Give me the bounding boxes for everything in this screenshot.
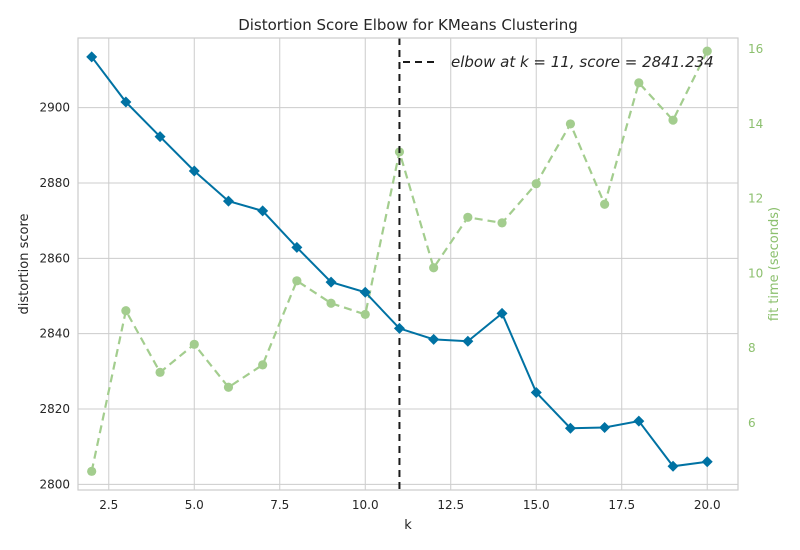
distortion-point xyxy=(257,205,269,217)
y2-axis-label: fit time (seconds) xyxy=(767,207,782,321)
fit-time-point xyxy=(497,218,507,228)
y2-tick-label: 14 xyxy=(748,117,763,131)
fit-time-point xyxy=(87,466,97,476)
y-axis-ticks: 2800 2820 2840 2860 2880 2900 xyxy=(39,101,70,492)
x-tick-label: 15.0 xyxy=(523,498,550,512)
y-tick-label: 2840 xyxy=(39,327,70,341)
fit-time-point xyxy=(155,367,165,377)
x-tick-label: 12.5 xyxy=(437,498,464,512)
fit-time-point xyxy=(292,276,302,286)
x-tick-label: 7.5 xyxy=(270,498,289,512)
fit-time-point xyxy=(668,115,678,125)
y2-tick-label: 8 xyxy=(748,341,756,355)
x-tick-label: 17.5 xyxy=(608,498,635,512)
fit-time-point xyxy=(429,263,439,273)
distortion-point xyxy=(564,422,576,434)
y-axis-label: distortion score xyxy=(17,214,32,315)
plot-background xyxy=(78,38,738,490)
distortion-point xyxy=(291,241,303,253)
x-axis-ticks: 2.5 5.0 7.5 10.0 12.5 15.0 17.5 20.0 xyxy=(99,498,720,512)
y2-tick-label: 12 xyxy=(748,192,763,206)
legend: elbow at k = 11, score = 2841.234 xyxy=(403,53,714,71)
fit-time-point xyxy=(702,46,712,56)
distortion-point xyxy=(393,322,405,334)
chart-title: Distortion Score Elbow for KMeans Cluste… xyxy=(238,16,578,34)
y-tick-label: 2880 xyxy=(39,176,70,190)
distortion-point xyxy=(154,131,166,143)
fit-time-point xyxy=(258,360,268,370)
grid-lines xyxy=(78,38,738,490)
x-axis-label: k xyxy=(404,518,412,533)
fit-time-point xyxy=(223,382,234,392)
fit-time-point xyxy=(531,179,541,189)
distortion-series xyxy=(86,51,713,472)
plot-frame xyxy=(77,37,739,491)
fit-time-point xyxy=(463,212,473,222)
distortion-point xyxy=(599,421,611,433)
fit-time-point xyxy=(360,309,370,320)
y2-tick-label: 10 xyxy=(748,266,763,280)
fit-time-point xyxy=(565,119,576,129)
distortion-point xyxy=(462,335,474,347)
y2-tick-label: 16 xyxy=(748,42,763,56)
y-tick-label: 2860 xyxy=(39,251,70,265)
fit-time-point xyxy=(634,78,644,88)
distortion-point xyxy=(86,51,98,63)
fit-time-point xyxy=(189,339,199,349)
distortion-point xyxy=(222,195,234,207)
distortion-point xyxy=(325,276,337,288)
y-tick-label: 2900 xyxy=(39,101,70,115)
distortion-point xyxy=(701,456,713,468)
y-tick-label: 2800 xyxy=(39,477,70,491)
distortion-point xyxy=(496,307,508,319)
legend-elbow-label: elbow at k = 11, score = 2841.234 xyxy=(451,53,714,71)
distortion-point xyxy=(188,165,200,177)
fit-time-point xyxy=(326,298,336,308)
distortion-point xyxy=(530,386,542,398)
distortion-point xyxy=(428,333,440,345)
x-tick-label: 2.5 xyxy=(99,498,118,512)
x-tick-label: 10.0 xyxy=(352,498,379,512)
y2-tick-label: 6 xyxy=(748,416,756,430)
x-tick-label: 5.0 xyxy=(185,498,204,512)
y-tick-label: 2820 xyxy=(39,402,70,416)
distortion-point xyxy=(667,460,679,472)
distortion-point xyxy=(120,96,132,108)
fit-time-point xyxy=(600,199,610,209)
distortion-point xyxy=(633,415,645,427)
x-tick-label: 20.0 xyxy=(694,498,721,512)
distortion-point xyxy=(359,286,371,298)
y2-axis-ticks: 6 8 10 12 14 16 xyxy=(748,42,763,430)
fit-time-point xyxy=(121,306,131,316)
